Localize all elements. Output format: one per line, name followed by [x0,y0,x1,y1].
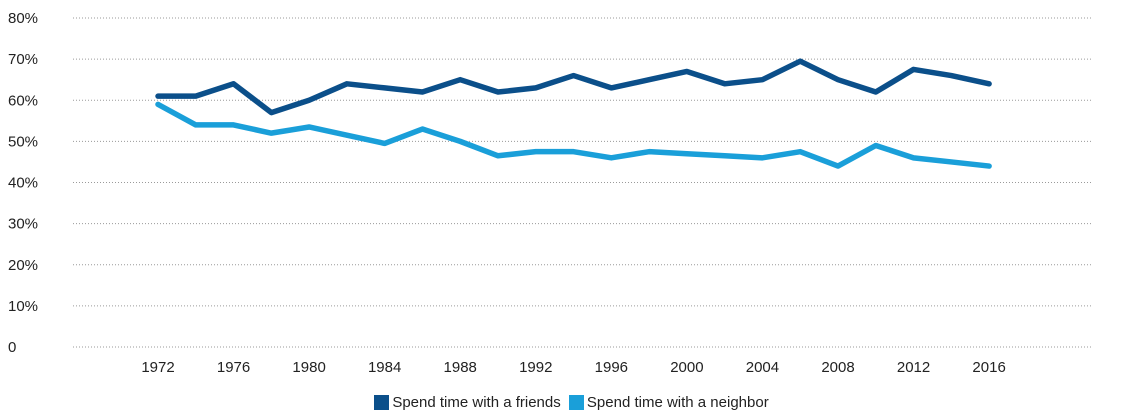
series-line-neighbor [155,101,992,169]
x-tick-label: 1980 [292,359,325,376]
x-tick-label: 1988 [444,359,477,376]
x-tick-label: 1984 [368,359,401,376]
y-tick-label: 80% [8,10,38,27]
y-tick-label: 30% [8,216,38,233]
line-chart: 0 10% 20% 30% 40% 50% 60% 70% 80% 1972 1976 1980 198… [8,10,1093,376]
y-tick-label: 40% [8,175,38,192]
x-tick-label: 2016 [972,359,1005,376]
x-tick-label: 1976 [217,359,250,376]
y-tick-label: 0 [8,339,16,356]
x-tick-label: 2000 [670,359,703,376]
legend-item-neighbor: Spend time with a neighbor [568,394,769,411]
x-tick-label: 2008 [821,359,854,376]
y-tick-label: 70% [8,51,38,68]
x-tick-label: 1972 [141,359,174,376]
y-tick-label: 50% [8,133,38,150]
legend-item-friends: Spend time with a friends [374,394,561,411]
x-tick-label: 1996 [595,359,628,376]
x-tick-label: 2012 [897,359,930,376]
y-tick-label: 60% [8,92,38,109]
y-tick-label: 10% [8,298,38,315]
legend-swatch-neighbor [568,395,584,410]
x-tick-label: 1992 [519,359,552,376]
legend-swatch-friends [374,395,390,410]
series-line-friends [155,58,992,116]
y-tick-label: 20% [8,257,38,274]
legend: Spend time with a friends Spend time wit… [0,394,1143,414]
legend-label-friends: Spend time with a friends [392,394,561,411]
x-tick-label: 2004 [746,359,779,376]
legend-label-neighbor: Spend time with a neighbor [586,394,769,411]
